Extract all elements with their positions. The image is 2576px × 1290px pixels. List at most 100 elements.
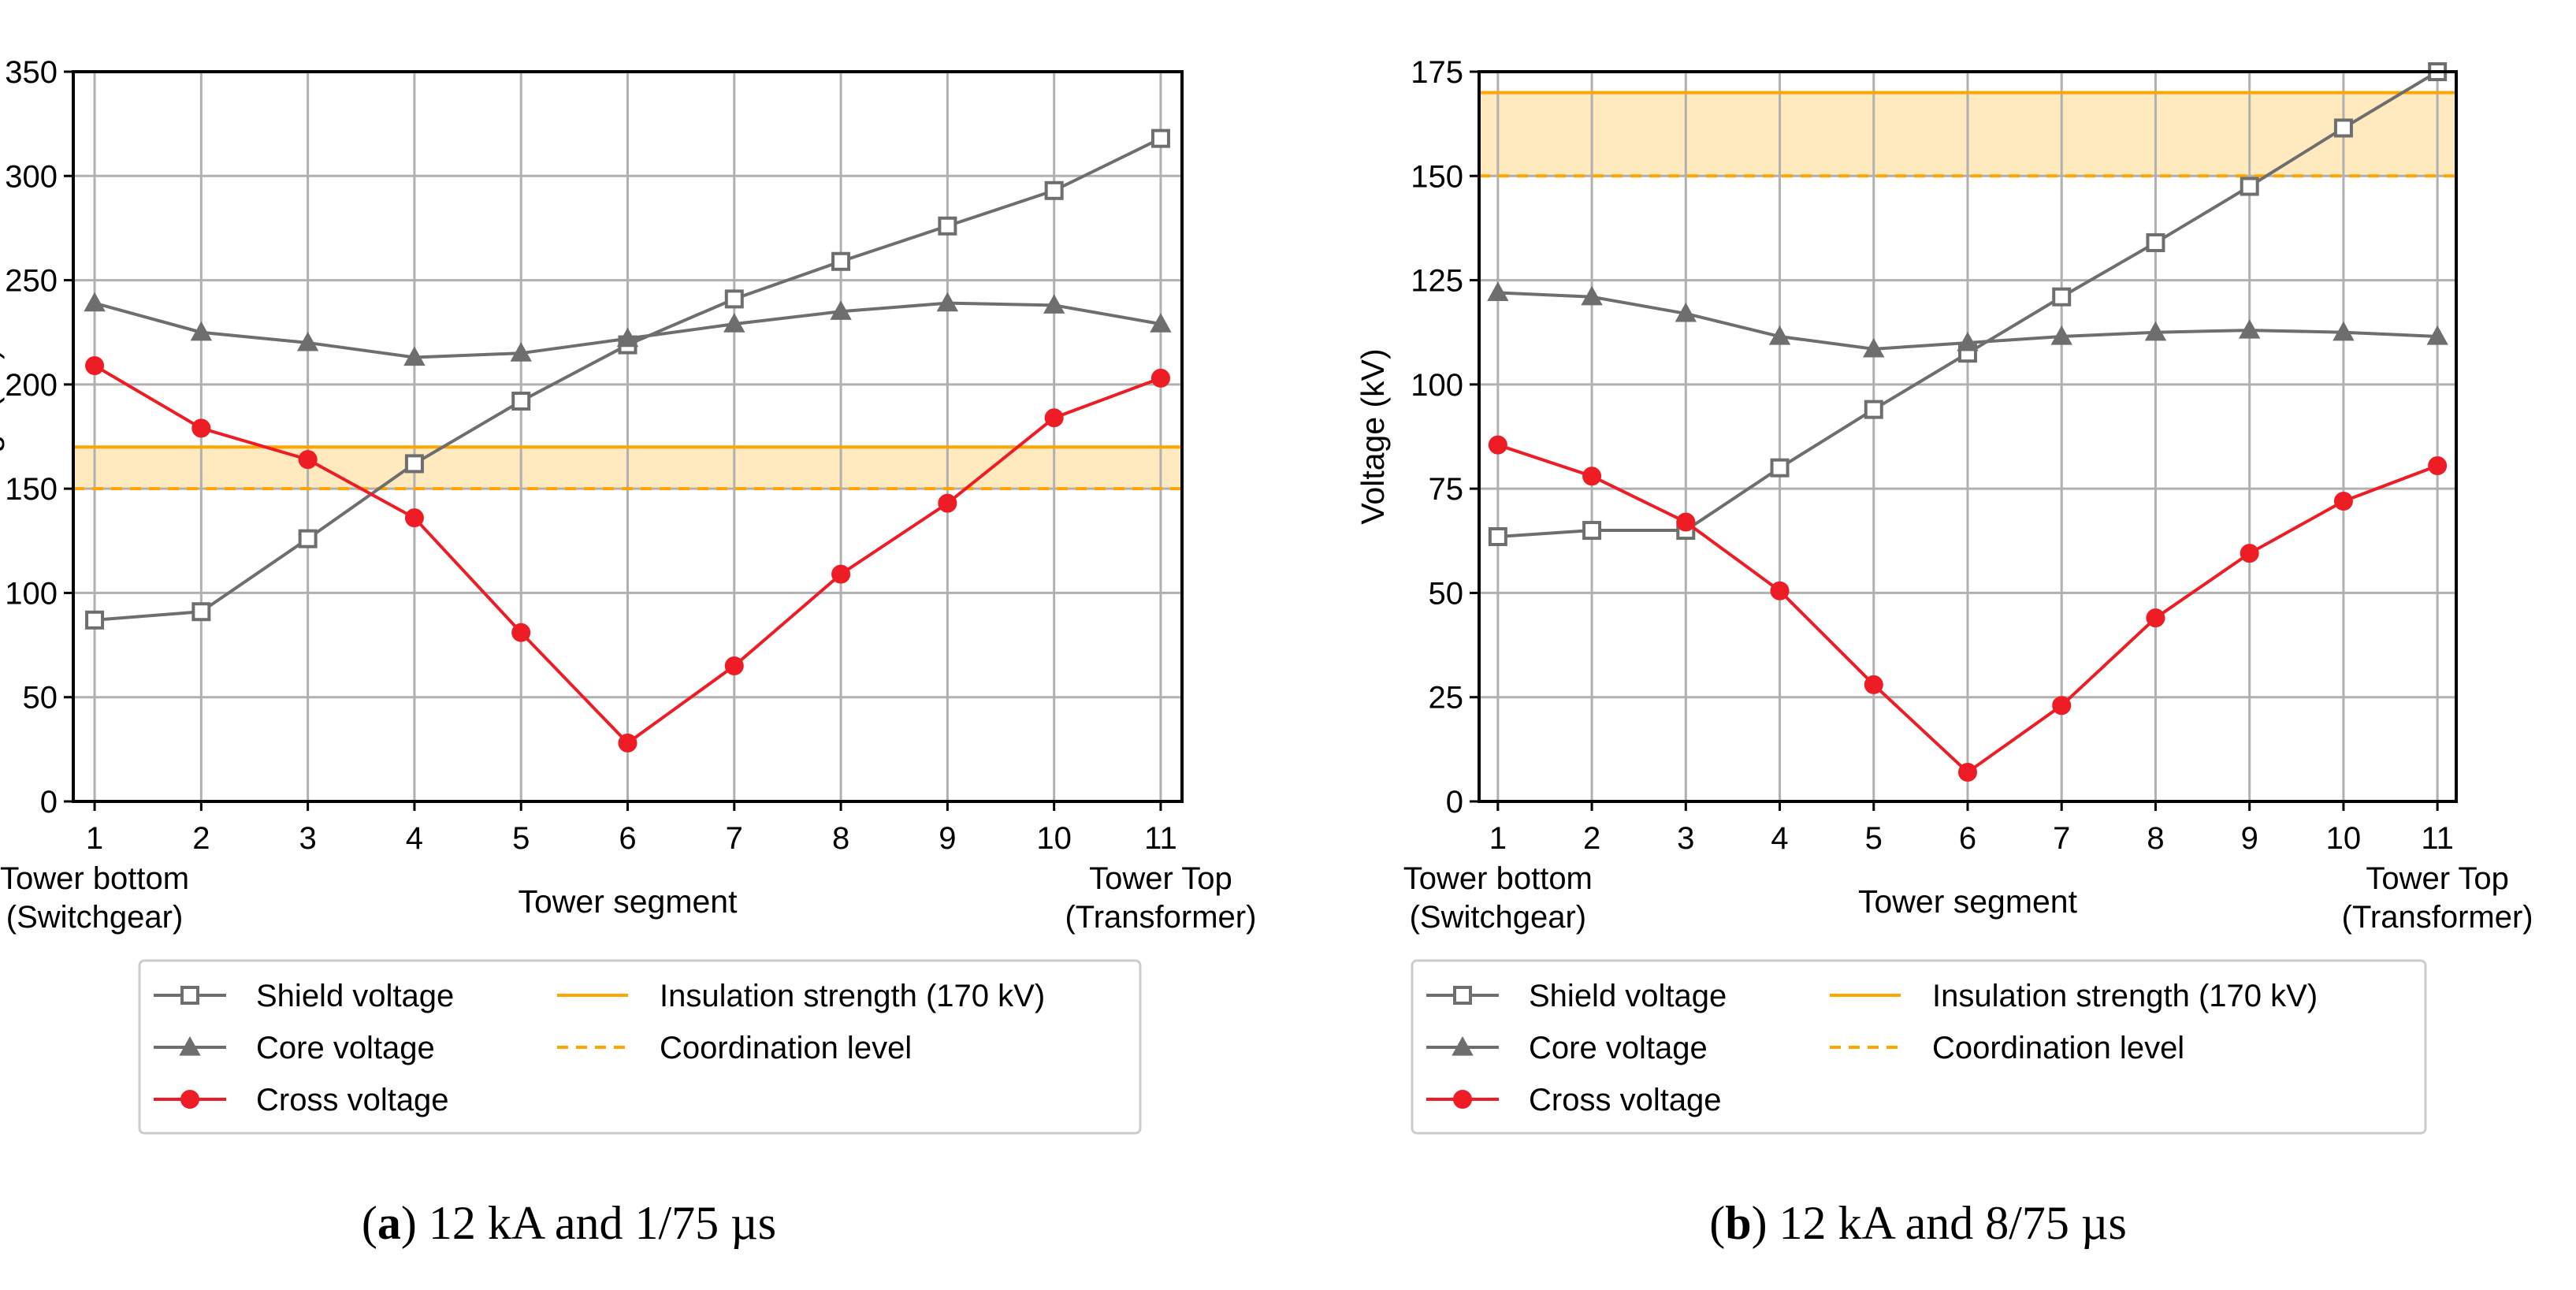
y-axis-label: Voltage (kV) bbox=[1355, 348, 1391, 524]
data-point bbox=[1150, 313, 1172, 333]
data-point bbox=[1768, 325, 1791, 345]
data-point bbox=[1488, 435, 1507, 455]
x-end-label-right: (Transformer) bbox=[1065, 900, 1256, 935]
x-end-label-left: Tower bottom bbox=[1403, 861, 1593, 896]
x-tick-label: 10 bbox=[2326, 821, 2362, 856]
x-tick-label: 7 bbox=[2053, 821, 2070, 856]
data-point bbox=[831, 564, 851, 584]
y-tick-label: 250 bbox=[5, 264, 58, 299]
x-tick-label: 6 bbox=[1959, 821, 1976, 856]
data-point bbox=[2146, 232, 2165, 252]
x-tick-label: 2 bbox=[192, 821, 210, 856]
x-tick-label: 9 bbox=[939, 821, 956, 856]
data-point bbox=[296, 331, 319, 351]
caption-close-paren: ) bbox=[401, 1197, 429, 1249]
legend-item: Shield voltage bbox=[154, 979, 454, 1013]
caption-text: 12 kA and 1/75 µs bbox=[429, 1197, 776, 1249]
legend-label: Coordination level bbox=[1932, 1031, 2184, 1065]
y-axis-label: Voltage (kV) bbox=[0, 348, 5, 524]
data-point bbox=[1864, 400, 1883, 419]
data-point bbox=[85, 356, 105, 376]
data-point bbox=[190, 321, 213, 341]
data-point bbox=[724, 289, 744, 309]
data-point bbox=[1581, 285, 1603, 306]
legend-label: Shield voltage bbox=[256, 979, 454, 1013]
data-point bbox=[298, 529, 318, 548]
data-point bbox=[2428, 456, 2448, 476]
caption-text: 12 kA and 8/75 µs bbox=[1779, 1197, 2127, 1249]
legend-item: Insulation strength (170 kV) bbox=[557, 979, 1045, 1013]
data-point bbox=[830, 300, 852, 320]
x-tick-label: 1 bbox=[86, 821, 103, 856]
legend-item: Shield voltage bbox=[1426, 979, 1727, 1013]
y-tick-label: 200 bbox=[5, 368, 58, 403]
data-point bbox=[2333, 118, 2353, 138]
data-point bbox=[85, 610, 105, 630]
data-point bbox=[1150, 128, 1170, 148]
x-tick-label: 11 bbox=[1144, 821, 1177, 856]
legend-item: Cross voltage bbox=[1426, 1083, 1722, 1117]
data-point bbox=[298, 450, 318, 470]
x-end-label-right: (Transformer) bbox=[2342, 900, 2533, 935]
data-point bbox=[723, 313, 745, 333]
legend-box bbox=[138, 959, 1142, 1135]
data-point bbox=[2050, 325, 2072, 345]
legend: Shield voltage Core voltage Cross voltage I… bbox=[1411, 959, 2427, 1135]
data-point bbox=[1582, 467, 1602, 486]
y-tick-label: 100 bbox=[1411, 368, 1463, 403]
x-end-label-left: Tower bottom bbox=[0, 861, 189, 896]
x-tick-label: 11 bbox=[2421, 821, 2454, 856]
data-point bbox=[2238, 319, 2261, 339]
data-point bbox=[84, 292, 106, 312]
x-tick-label: 8 bbox=[832, 821, 849, 856]
data-point bbox=[831, 251, 851, 271]
x-tick-label: 10 bbox=[1036, 821, 1072, 856]
data-point bbox=[511, 623, 531, 642]
y-tick-label: 175 bbox=[1411, 55, 1463, 90]
y-tick-label: 350 bbox=[5, 55, 58, 90]
legend-marker bbox=[179, 1035, 201, 1056]
data-point bbox=[1676, 512, 1696, 532]
legend-item: Core voltage bbox=[154, 1031, 435, 1065]
legend-item: Cross voltage bbox=[154, 1083, 449, 1117]
x-end-label-left: (Switchgear) bbox=[1410, 900, 1587, 935]
data-point bbox=[724, 656, 744, 676]
y-tick-label: 25 bbox=[1429, 681, 1464, 716]
data-point bbox=[938, 216, 957, 236]
x-end-label-left: (Switchgear) bbox=[6, 900, 184, 935]
caption-open-paren: ( bbox=[1709, 1197, 1725, 1249]
series-core-voltage bbox=[1487, 281, 2448, 358]
y-tick-label: 100 bbox=[5, 576, 58, 611]
x-tick-label: 4 bbox=[406, 821, 423, 856]
caption-open-paren: ( bbox=[362, 1197, 377, 1249]
data-point bbox=[616, 327, 639, 348]
legend-label: Cross voltage bbox=[256, 1083, 449, 1117]
x-tick-label: 8 bbox=[2147, 821, 2164, 856]
legend-label: Core voltage bbox=[256, 1031, 435, 1065]
data-point bbox=[510, 342, 532, 362]
data-point bbox=[1150, 368, 1170, 388]
legend-marker bbox=[180, 986, 199, 1005]
data-point bbox=[2052, 287, 2072, 307]
data-point bbox=[1957, 331, 1979, 351]
y-tick-label: 125 bbox=[1411, 264, 1463, 299]
x-tick-label: 1 bbox=[1489, 821, 1507, 856]
data-point bbox=[2144, 321, 2167, 341]
x-tick-label: 3 bbox=[1677, 821, 1694, 856]
legend-item: Coordination level bbox=[557, 1031, 912, 1065]
x-tick-label: 3 bbox=[299, 821, 317, 856]
x-axis-label: Tower segment bbox=[518, 883, 738, 920]
x-tick-label: 5 bbox=[512, 821, 530, 856]
data-point bbox=[403, 346, 426, 366]
series-cross-voltage bbox=[85, 356, 1170, 753]
data-point bbox=[2333, 492, 2353, 511]
data-point bbox=[404, 454, 424, 474]
legend-box bbox=[1411, 959, 2427, 1135]
chart-b: 0 25 50 75 100 125 150 175 1 2 3 4 5 6 7 8 9 10 11 Tower bo… bbox=[1355, 55, 2533, 1249]
y-tick-label: 0 bbox=[1446, 785, 1463, 820]
y-tick-label: 50 bbox=[23, 681, 58, 716]
data-point bbox=[1487, 281, 1509, 302]
caption: (a) 12 kA and 1/75 µs bbox=[362, 1197, 776, 1249]
grid bbox=[1479, 70, 2456, 803]
legend-item: Coordination level bbox=[1830, 1031, 2184, 1065]
